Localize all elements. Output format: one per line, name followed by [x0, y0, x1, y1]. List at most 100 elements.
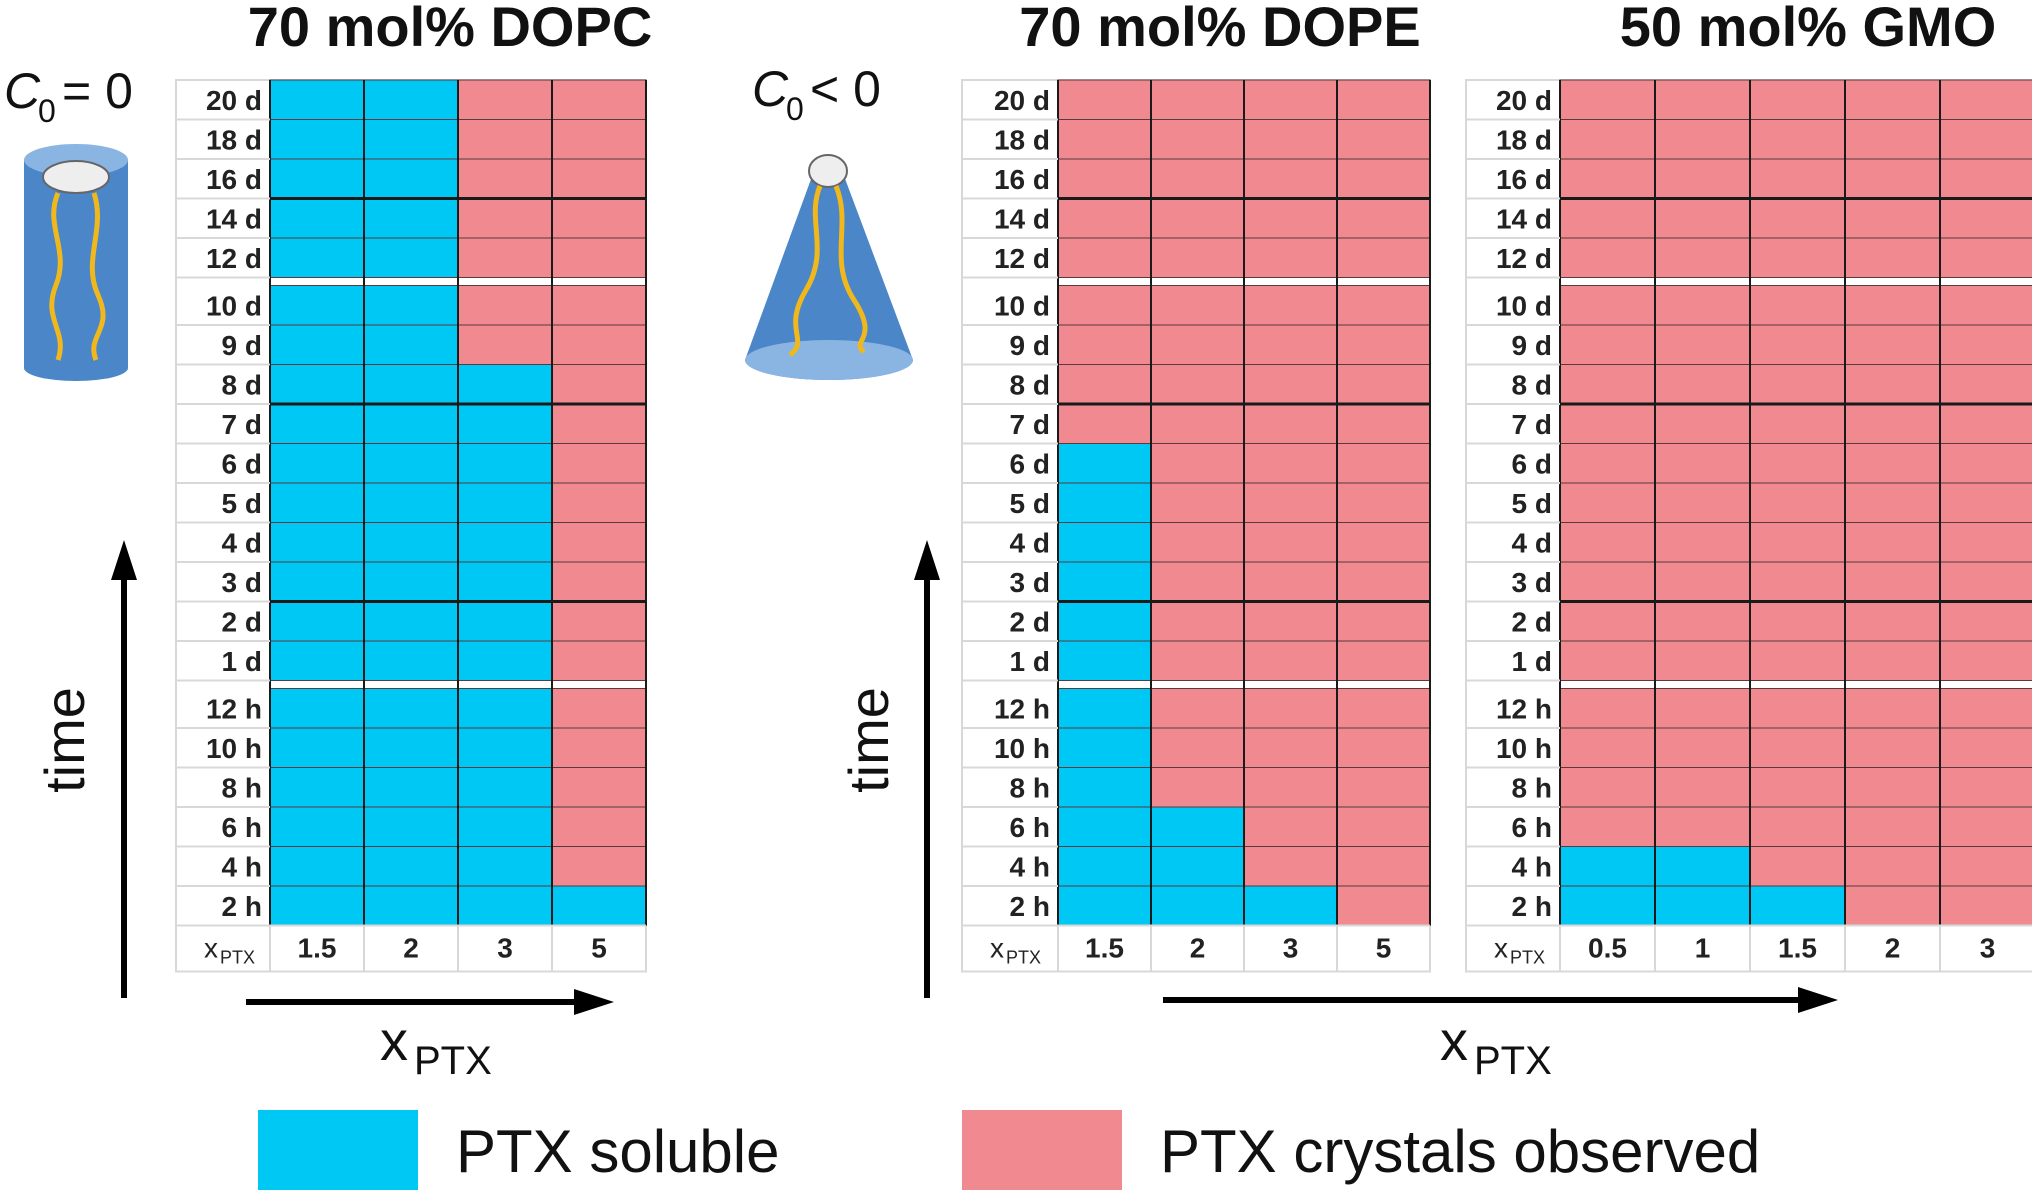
cell-crystals — [551, 285, 647, 326]
legend-label-crystals: PTX crystals observed — [1160, 1118, 1760, 1185]
cell-soluble — [551, 885, 647, 926]
cell-crystals — [1336, 806, 1431, 847]
row-label: 4 d — [1010, 527, 1050, 558]
curvature-subscript: 0 — [786, 91, 804, 127]
cell-crystals — [1844, 688, 1941, 729]
cell-crystals — [1559, 119, 1656, 160]
row-label: 10 d — [1496, 290, 1552, 321]
cell-crystals — [1057, 119, 1152, 160]
cell-crystals — [1559, 237, 1656, 278]
corner-label-sub: PTX — [220, 948, 255, 968]
cell-crystals — [1336, 443, 1431, 484]
cell-crystals — [1654, 324, 1751, 365]
row-label: 14 d — [994, 203, 1050, 234]
panel-dope: 20 d 18 d 16 d 14 d 12 d 10 d 9 d 8 d 7 d 6 d 5 d 4… — [961, 79, 1431, 973]
curvature-label-dopc: C 0 = 0 — [4, 63, 133, 129]
x-tick-label: 0.5 — [1588, 933, 1627, 964]
cell-soluble — [457, 846, 553, 887]
x-tick-label: 2 — [1885, 933, 1901, 964]
cell-soluble — [363, 727, 459, 768]
cell-crystals — [1243, 601, 1338, 642]
cell-soluble — [457, 561, 553, 602]
row-label: 2 d — [1010, 606, 1050, 637]
cell-crystals — [1654, 727, 1751, 768]
row-label: 9 d — [1010, 330, 1050, 361]
cell-crystals — [1243, 364, 1338, 405]
corner-label: x — [204, 933, 218, 964]
row-label: 18 d — [994, 124, 1050, 155]
cell-soluble — [269, 324, 365, 365]
cell-crystals — [551, 324, 647, 365]
cell-crystals — [1654, 561, 1751, 602]
row-label: 4 d — [1512, 527, 1552, 558]
cell-crystals — [1749, 561, 1846, 602]
x-axis-arrow-right — [1163, 987, 1838, 1013]
cell-crystals — [1749, 806, 1846, 847]
cell-crystals — [1939, 119, 2032, 160]
cell-crystals — [1939, 846, 2032, 887]
legend: PTX soluble PTX crystals observed — [258, 1110, 1760, 1190]
cell-crystals — [1150, 158, 1245, 199]
cell-crystals — [1559, 601, 1656, 642]
row-label: 3 d — [222, 567, 262, 598]
row-label: 8 d — [222, 369, 262, 400]
cell-soluble — [1057, 727, 1152, 768]
cell-crystals — [551, 601, 647, 642]
row-label: 20 d — [1496, 85, 1552, 116]
cell-crystals — [1749, 767, 1846, 808]
cell-crystals — [1243, 688, 1338, 729]
cell-crystals — [1939, 324, 2032, 365]
cell-soluble — [363, 806, 459, 847]
cell-crystals — [1939, 158, 2032, 199]
row-label: 9 d — [222, 330, 262, 361]
cell-crystals — [1336, 482, 1431, 523]
cell-soluble — [457, 522, 553, 563]
cell-soluble — [269, 119, 365, 160]
cell-soluble — [269, 79, 365, 120]
cell-soluble — [269, 640, 365, 681]
row-label: 6 h — [1512, 812, 1552, 843]
row-label: 2 d — [222, 606, 262, 637]
cell-crystals — [1654, 79, 1751, 120]
cell-crystals — [1150, 285, 1245, 326]
cell-soluble — [1057, 482, 1152, 523]
x-tick-label: 3 — [1980, 933, 1996, 964]
cell-crystals — [1844, 237, 1941, 278]
panel-dopc: 20 d 18 d 16 d 14 d 12 d 10 d 9 d 8 d 7 d 6 d 5 d 4… — [175, 79, 647, 973]
cell-soluble — [457, 727, 553, 768]
cell-soluble — [363, 285, 459, 326]
curvature-label-dope: C 0 < 0 — [752, 61, 881, 127]
cell-soluble — [363, 482, 459, 523]
cell-crystals — [551, 561, 647, 602]
cell-crystals — [1336, 198, 1431, 239]
cell-crystals — [1336, 403, 1431, 444]
cell-soluble — [457, 885, 553, 926]
cell-crystals — [1336, 522, 1431, 563]
cell-crystals — [1336, 285, 1431, 326]
x-tick-label: 3 — [497, 933, 513, 964]
cell-crystals — [551, 482, 647, 523]
cell-crystals — [1654, 285, 1751, 326]
row-label: 12 h — [994, 693, 1050, 724]
cell-crystals — [1844, 640, 1941, 681]
row-label: 8 h — [1010, 772, 1050, 803]
cell-crystals — [1243, 158, 1338, 199]
cell-crystals — [1150, 767, 1245, 808]
cell-crystals — [1654, 364, 1751, 405]
cell-soluble — [1150, 885, 1245, 926]
row-label: 4 h — [222, 851, 262, 882]
cell-crystals — [551, 403, 647, 444]
row-label: 7 d — [1512, 409, 1552, 440]
cell-crystals — [1844, 119, 1941, 160]
cell-crystals — [551, 237, 647, 278]
cell-crystals — [1654, 158, 1751, 199]
row-label: 2 h — [1512, 891, 1552, 922]
row-label: 2 h — [222, 891, 262, 922]
cell-crystals — [1654, 237, 1751, 278]
curvature-symbol: C — [752, 61, 789, 117]
cell-crystals — [1654, 601, 1751, 642]
row-label: 10 h — [994, 733, 1050, 764]
cell-soluble — [269, 767, 365, 808]
row-label: 6 h — [222, 812, 262, 843]
cell-crystals — [1749, 324, 1846, 365]
